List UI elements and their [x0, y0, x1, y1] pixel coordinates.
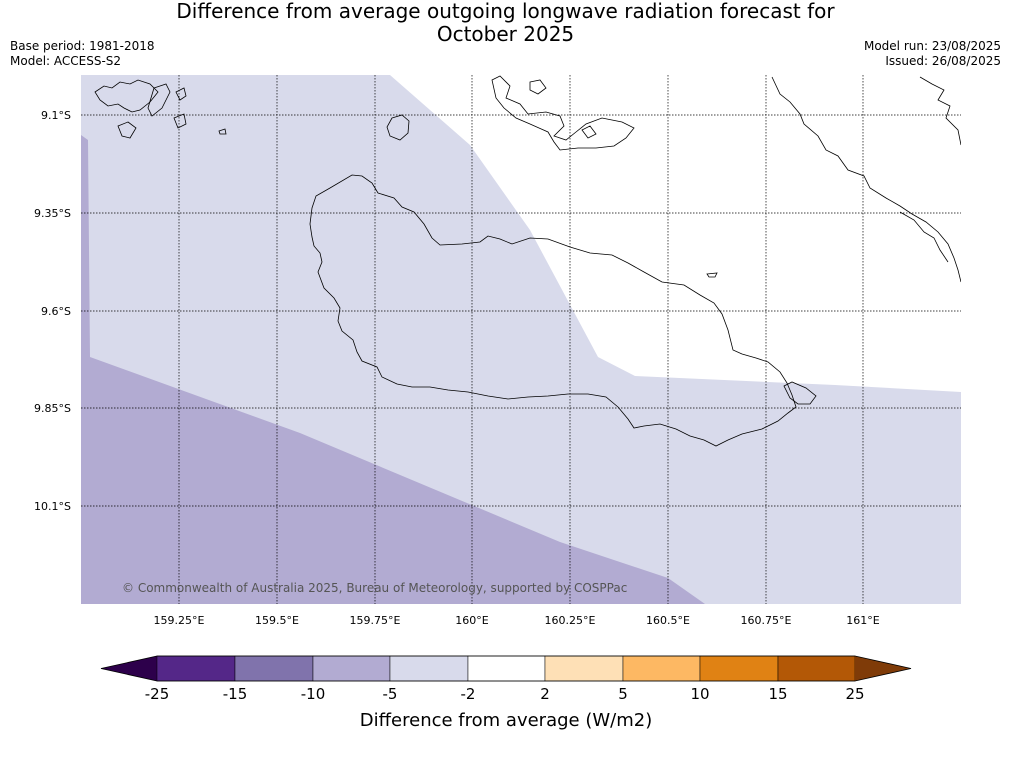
- colorbar-tick-1: -15: [223, 685, 248, 703]
- colorbar-arrow-low: [101, 656, 157, 681]
- colorbar-tick-0: -25: [145, 685, 170, 703]
- nggela-islands-1: [491, 75, 635, 151]
- colorbar-segment-4: [467, 655, 546, 682]
- model-run-text: Model run: 23/08/2025: [863, 39, 1001, 53]
- lon-label-160-5: 160.5°E: [646, 614, 690, 627]
- colorbar-outline: [100, 655, 912, 682]
- colorbar-segment-8: [777, 655, 856, 682]
- base-period-text: Base period: 1981-2018: [10, 39, 155, 53]
- russell-islands-3: [117, 121, 137, 139]
- colorbar-label: Difference from average (W/m2): [360, 710, 652, 731]
- colorbar-segment-2: [312, 655, 391, 682]
- marau-islets: [783, 381, 817, 405]
- lon-label-159-25: 159.25°E: [154, 614, 205, 627]
- anomaly-band-neutral: [390, 75, 961, 392]
- latitude-labels: 9.1°S 9.35°S 9.6°S 9.85°S 10.1°S: [34, 109, 71, 513]
- lon-label-159-5: 159.5°E: [255, 614, 299, 627]
- meta-left: Base period: 1981-2018 Model: ACCESS-S2: [10, 39, 155, 69]
- guadalcanal-coastline: [309, 174, 797, 447]
- colorbar-tick-5: 2: [540, 685, 550, 703]
- malaita-coastline: [771, 76, 961, 283]
- colorbar-tick-4: -2: [461, 685, 476, 703]
- colorbar-segment-5: [544, 655, 624, 682]
- copyright-text: © Commonwealth of Australia 2025, Bureau…: [122, 581, 627, 595]
- island-small-west: [386, 114, 410, 141]
- colorbar-segment-6: [622, 655, 701, 682]
- colorbar-tick-6: 5: [618, 685, 628, 703]
- map-area: © Commonwealth of Australia 2025, Bureau…: [81, 75, 961, 604]
- title-line-2: October 2025: [436, 22, 575, 46]
- chart-title: Difference from average outgoing longwav…: [0, 0, 1011, 46]
- coastlines: [94, 75, 961, 447]
- colorbar-tick-labels: -25 -15 -10 -5 -2 2 5 10 15 25: [145, 685, 865, 703]
- colorbar-segment-0: [156, 655, 236, 682]
- colorbar-tick-9: 25: [845, 685, 864, 703]
- colorbar-tick-7: 10: [690, 685, 709, 703]
- lon-label-161: 161°E: [846, 614, 879, 627]
- title-line-1: Difference from average outgoing longwav…: [176, 0, 835, 23]
- lat-label-9-85: 9.85°S: [34, 402, 71, 415]
- colorbar-segment-1: [234, 655, 314, 682]
- russell-islands-5: [218, 128, 227, 135]
- lon-label-159-75: 159.75°E: [350, 614, 401, 627]
- meta-right: Model run: 23/08/2025 Issued: 26/08/2025: [864, 39, 1001, 69]
- lat-label-9-35: 9.35°S: [34, 207, 71, 220]
- lat-label-9-6: 9.6°S: [41, 305, 71, 318]
- colorbar: -25 -15 -10 -5 -2 2 5 10 15 25 Differenc…: [100, 655, 912, 731]
- model-text: Model: ACCESS-S2: [10, 54, 122, 68]
- lon-label-160-25: 160.25°E: [545, 614, 596, 627]
- nggela-islands-2: [529, 79, 547, 95]
- longitude-labels: 159.25°E 159.5°E 159.75°E 160°E 160.25°E…: [154, 614, 880, 627]
- colorbar-tick-3: -5: [383, 685, 398, 703]
- colorbar-segment-3: [389, 655, 469, 682]
- nggela-islands-3: [581, 125, 597, 139]
- lat-label-10-1: 10.1°S: [34, 500, 71, 513]
- colorbar-tick-8: 15: [768, 685, 787, 703]
- graticule: [81, 75, 961, 604]
- lon-label-160-75: 160.75°E: [741, 614, 792, 627]
- maramasike-coast: [899, 211, 949, 263]
- malaita-north-coast: [919, 76, 961, 146]
- russell-islands-1: [94, 79, 159, 113]
- colorbar-arrow-high: [855, 656, 911, 681]
- anomaly-band-medium: [81, 135, 705, 604]
- lon-label-160: 160°E: [455, 614, 488, 627]
- islet-east: [706, 272, 718, 278]
- colorbar-tick-2: -10: [301, 685, 326, 703]
- colorbar-segment-7: [699, 655, 779, 682]
- russell-islands-2: [147, 83, 171, 117]
- issued-text: Issued: 26/08/2025: [885, 54, 1001, 68]
- lat-label-9-1: 9.1°S: [41, 109, 71, 122]
